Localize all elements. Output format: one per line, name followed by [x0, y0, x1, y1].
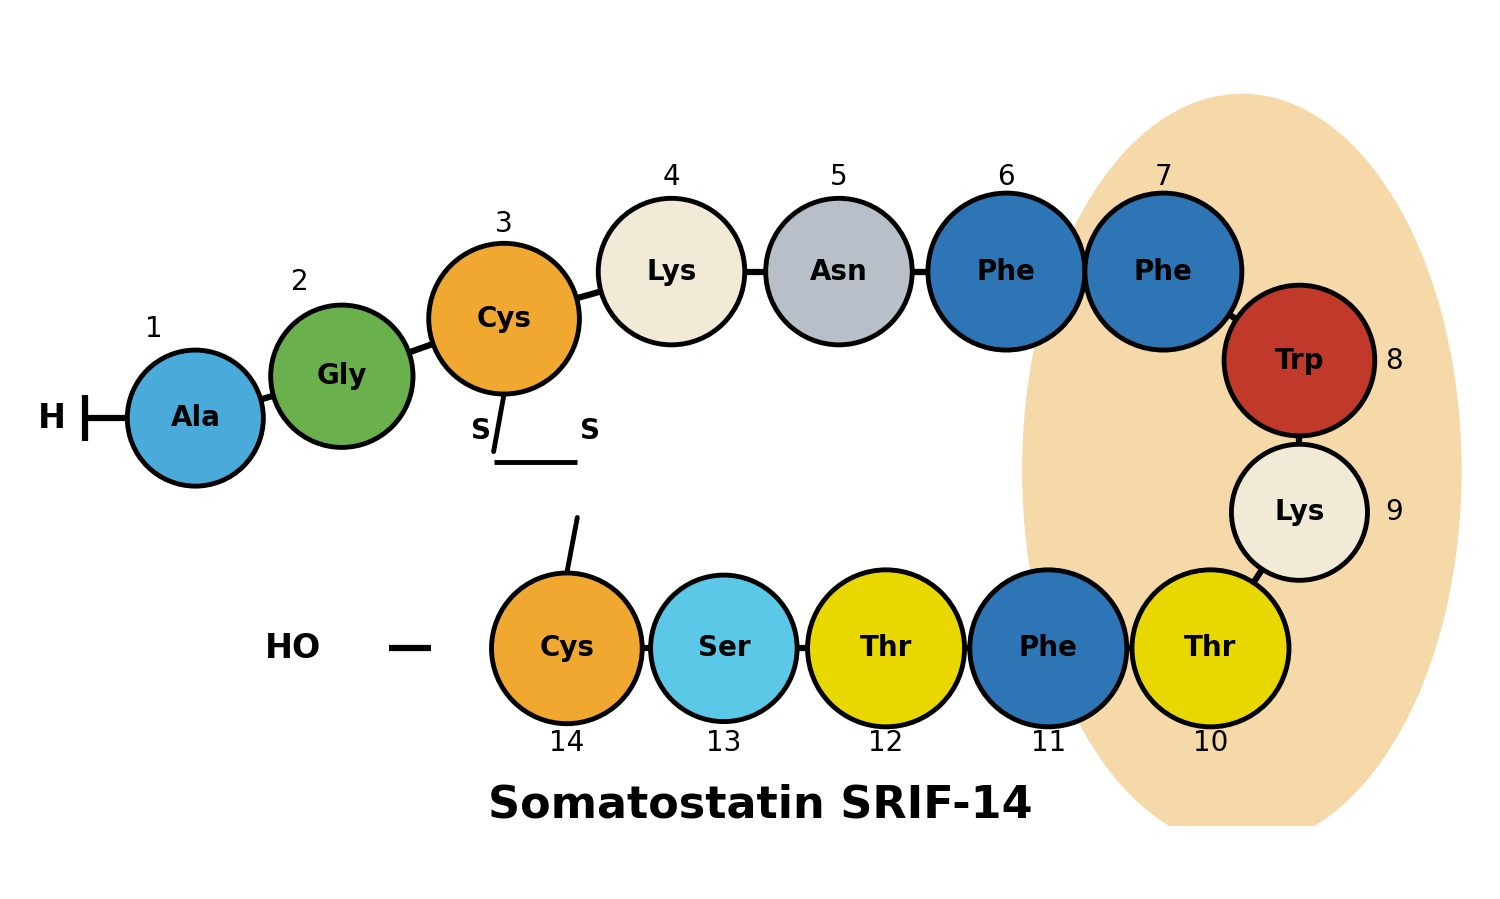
Text: Ser: Ser: [698, 635, 750, 663]
Text: Thr: Thr: [859, 635, 912, 663]
Text: Phe: Phe: [976, 258, 1036, 286]
Circle shape: [598, 199, 746, 345]
Text: Asn: Asn: [810, 258, 868, 286]
Circle shape: [765, 199, 912, 345]
Circle shape: [970, 570, 1126, 726]
Circle shape: [1132, 570, 1288, 726]
Text: Phe: Phe: [1019, 635, 1077, 663]
Text: 6: 6: [998, 164, 1016, 191]
Text: Lys: Lys: [646, 258, 696, 286]
Text: Cys: Cys: [540, 635, 594, 663]
Text: S: S: [580, 416, 600, 445]
Text: 10: 10: [1192, 728, 1228, 757]
Text: 4: 4: [663, 164, 681, 191]
Text: 14: 14: [549, 728, 585, 757]
Circle shape: [429, 244, 579, 394]
Circle shape: [928, 193, 1084, 350]
Text: Trp: Trp: [1275, 346, 1324, 375]
Text: 11: 11: [1030, 728, 1066, 757]
Circle shape: [807, 570, 964, 726]
Circle shape: [492, 573, 642, 724]
Text: S: S: [471, 416, 490, 445]
Circle shape: [270, 305, 413, 448]
Circle shape: [1232, 444, 1368, 581]
Text: 3: 3: [495, 210, 513, 238]
Text: 2: 2: [291, 268, 309, 296]
Text: Thr: Thr: [1185, 635, 1236, 663]
Text: 5: 5: [830, 164, 848, 191]
Text: 13: 13: [706, 728, 741, 757]
Circle shape: [651, 575, 796, 722]
Text: 9: 9: [1384, 498, 1402, 526]
Text: 12: 12: [868, 728, 903, 757]
Text: Somatostatin SRIF-14: Somatostatin SRIF-14: [488, 784, 1034, 827]
Text: 8: 8: [1384, 346, 1402, 375]
Text: H: H: [39, 402, 66, 434]
Text: 1: 1: [144, 316, 162, 343]
Text: 7: 7: [1155, 164, 1172, 191]
Circle shape: [128, 350, 264, 486]
Text: Lys: Lys: [1275, 498, 1324, 526]
Text: Cys: Cys: [477, 305, 531, 333]
Circle shape: [1224, 285, 1376, 436]
Text: Phe: Phe: [1134, 258, 1192, 286]
Text: Ala: Ala: [171, 405, 220, 432]
Circle shape: [1084, 193, 1242, 350]
Text: HO: HO: [264, 632, 321, 665]
Ellipse shape: [1022, 93, 1461, 847]
Text: Gly: Gly: [316, 362, 368, 390]
